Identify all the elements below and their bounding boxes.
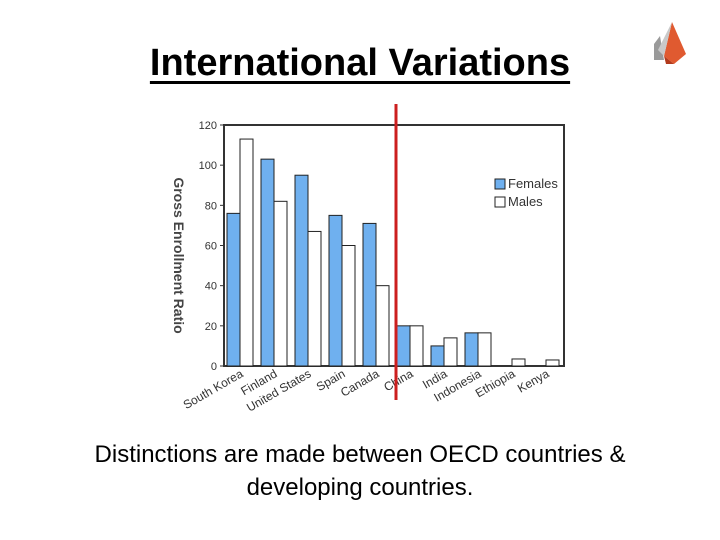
x-tick-label: Ethiopia: [473, 366, 518, 400]
y-axis-label: Gross Enrollment Ratio: [171, 177, 187, 333]
logo-mid-facet: [658, 22, 672, 56]
logo-dark-facet: [664, 56, 674, 64]
bar-females: [260, 158, 275, 367]
caption-line-1: Distinctions are made between OECD count…: [94, 441, 626, 468]
bar-males: [375, 285, 390, 367]
bar-males: [273, 200, 288, 367]
bar-males: [341, 245, 356, 367]
logo-light-facet: [664, 22, 686, 64]
y-tick-label: 120: [199, 120, 217, 132]
slide-title: International Variations: [0, 42, 720, 85]
y-tick-label: 100: [199, 160, 217, 172]
bar-males: [307, 230, 322, 367]
y-tick-label: 0: [211, 361, 217, 373]
x-tick-label: Canada: [338, 366, 382, 399]
bar-females: [362, 222, 377, 367]
bar-males: [477, 332, 492, 367]
bar-males: [239, 138, 254, 367]
bar-females: [396, 325, 411, 367]
x-tick-label: China: [381, 366, 415, 394]
y-tick-label: 20: [205, 321, 217, 333]
bar-females: [430, 345, 445, 367]
bar-males: [409, 325, 424, 367]
brand-logo-icon: [654, 22, 686, 64]
bar-females: [226, 212, 241, 367]
y-tick-label: 60: [205, 241, 217, 253]
bar-males: [443, 337, 458, 367]
slide-caption: Distinctions are made between OECD count…: [40, 438, 680, 504]
bar-males: [545, 359, 560, 367]
legend-swatch: [494, 178, 506, 190]
legend-swatch: [494, 196, 506, 208]
y-tick-label: 80: [205, 200, 217, 212]
enrollment-bar-chart: 0 20 40 60 80 100 120 Gross Enrollment Ratio Sou…: [171, 104, 565, 415]
legend-label: Males: [508, 194, 543, 209]
slide-title-text: International Variations: [149, 42, 571, 84]
bar-females: [294, 174, 309, 367]
bar-males: [511, 358, 526, 367]
bar-females: [328, 214, 343, 367]
x-tick-label: Kenya: [515, 366, 552, 395]
legend-label: Females: [508, 176, 558, 191]
bar-females: [464, 332, 479, 367]
y-tick-label: 40: [205, 281, 217, 293]
caption-line-2: developing countries.: [246, 474, 474, 501]
x-tick-label: South Korea: [181, 366, 246, 412]
